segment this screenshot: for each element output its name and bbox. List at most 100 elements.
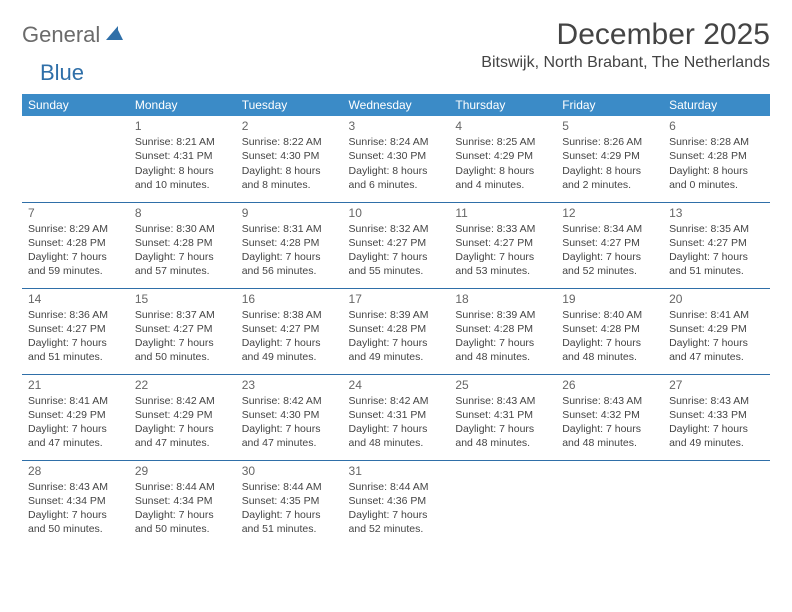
day-number: 3 xyxy=(349,118,444,134)
calendar-cell: 18Sunrise: 8:39 AMSunset: 4:28 PMDayligh… xyxy=(449,288,556,374)
sunrise-line: Sunrise: 8:39 AM xyxy=(455,308,550,322)
daylight-line: Daylight: 7 hours and 51 minutes. xyxy=(669,250,764,278)
col-thursday: Thursday xyxy=(449,94,556,116)
calendar-cell: 16Sunrise: 8:38 AMSunset: 4:27 PMDayligh… xyxy=(236,288,343,374)
day-number: 22 xyxy=(135,377,230,393)
day-number: 8 xyxy=(135,205,230,221)
daylight-line: Daylight: 7 hours and 50 minutes. xyxy=(135,336,230,364)
daylight-line: Daylight: 7 hours and 52 minutes. xyxy=(562,250,657,278)
sunset-line: Sunset: 4:29 PM xyxy=(562,149,657,163)
sunrise-line: Sunrise: 8:33 AM xyxy=(455,222,550,236)
day-number: 25 xyxy=(455,377,550,393)
sunrise-line: Sunrise: 8:42 AM xyxy=(242,394,337,408)
calendar-cell: 9Sunrise: 8:31 AMSunset: 4:28 PMDaylight… xyxy=(236,202,343,288)
sunset-line: Sunset: 4:28 PM xyxy=(669,149,764,163)
calendar-table: Sunday Monday Tuesday Wednesday Thursday… xyxy=(22,94,770,546)
calendar-cell: 25Sunrise: 8:43 AMSunset: 4:31 PMDayligh… xyxy=(449,374,556,460)
calendar-cell: 17Sunrise: 8:39 AMSunset: 4:28 PMDayligh… xyxy=(343,288,450,374)
day-number: 26 xyxy=(562,377,657,393)
calendar-cell xyxy=(22,116,129,202)
day-number: 23 xyxy=(242,377,337,393)
sunrise-line: Sunrise: 8:40 AM xyxy=(562,308,657,322)
day-number: 20 xyxy=(669,291,764,307)
calendar-cell: 30Sunrise: 8:44 AMSunset: 4:35 PMDayligh… xyxy=(236,460,343,546)
sunrise-line: Sunrise: 8:25 AM xyxy=(455,135,550,149)
calendar-cell: 20Sunrise: 8:41 AMSunset: 4:29 PMDayligh… xyxy=(663,288,770,374)
sunrise-line: Sunrise: 8:28 AM xyxy=(669,135,764,149)
daylight-line: Daylight: 7 hours and 49 minutes. xyxy=(242,336,337,364)
calendar-cell: 26Sunrise: 8:43 AMSunset: 4:32 PMDayligh… xyxy=(556,374,663,460)
calendar-header-row: Sunday Monday Tuesday Wednesday Thursday… xyxy=(22,94,770,116)
calendar-cell xyxy=(663,460,770,546)
sunset-line: Sunset: 4:27 PM xyxy=(135,322,230,336)
daylight-line: Daylight: 7 hours and 56 minutes. xyxy=(242,250,337,278)
sunset-line: Sunset: 4:28 PM xyxy=(349,322,444,336)
day-number: 28 xyxy=(28,463,123,479)
sunrise-line: Sunrise: 8:43 AM xyxy=(562,394,657,408)
daylight-line: Daylight: 8 hours and 2 minutes. xyxy=(562,164,657,192)
calendar-cell: 12Sunrise: 8:34 AMSunset: 4:27 PMDayligh… xyxy=(556,202,663,288)
day-number: 24 xyxy=(349,377,444,393)
sunset-line: Sunset: 4:27 PM xyxy=(28,322,123,336)
daylight-line: Daylight: 7 hours and 48 minutes. xyxy=(349,422,444,450)
sunset-line: Sunset: 4:36 PM xyxy=(349,494,444,508)
sunset-line: Sunset: 4:32 PM xyxy=(562,408,657,422)
day-number: 7 xyxy=(28,205,123,221)
sunset-line: Sunset: 4:35 PM xyxy=(242,494,337,508)
day-number: 18 xyxy=(455,291,550,307)
daylight-line: Daylight: 8 hours and 4 minutes. xyxy=(455,164,550,192)
daylight-line: Daylight: 8 hours and 0 minutes. xyxy=(669,164,764,192)
sunrise-line: Sunrise: 8:22 AM xyxy=(242,135,337,149)
sunrise-line: Sunrise: 8:43 AM xyxy=(669,394,764,408)
sunset-line: Sunset: 4:30 PM xyxy=(242,149,337,163)
daylight-line: Daylight: 8 hours and 8 minutes. xyxy=(242,164,337,192)
daylight-line: Daylight: 7 hours and 47 minutes. xyxy=(28,422,123,450)
sunset-line: Sunset: 4:28 PM xyxy=(562,322,657,336)
daylight-line: Daylight: 7 hours and 48 minutes. xyxy=(562,336,657,364)
logo-text-blue: Blue xyxy=(40,60,84,85)
sunset-line: Sunset: 4:34 PM xyxy=(28,494,123,508)
calendar-cell: 29Sunrise: 8:44 AMSunset: 4:34 PMDayligh… xyxy=(129,460,236,546)
day-number: 29 xyxy=(135,463,230,479)
calendar-row: 7Sunrise: 8:29 AMSunset: 4:28 PMDaylight… xyxy=(22,202,770,288)
calendar-cell: 11Sunrise: 8:33 AMSunset: 4:27 PMDayligh… xyxy=(449,202,556,288)
day-number: 2 xyxy=(242,118,337,134)
daylight-line: Daylight: 7 hours and 47 minutes. xyxy=(135,422,230,450)
calendar-row: 28Sunrise: 8:43 AMSunset: 4:34 PMDayligh… xyxy=(22,460,770,546)
calendar-cell: 28Sunrise: 8:43 AMSunset: 4:34 PMDayligh… xyxy=(22,460,129,546)
calendar-cell xyxy=(556,460,663,546)
sunset-line: Sunset: 4:29 PM xyxy=(455,149,550,163)
daylight-line: Daylight: 7 hours and 50 minutes. xyxy=(28,508,123,536)
daylight-line: Daylight: 7 hours and 52 minutes. xyxy=(349,508,444,536)
calendar-cell: 23Sunrise: 8:42 AMSunset: 4:30 PMDayligh… xyxy=(236,374,343,460)
calendar-cell: 14Sunrise: 8:36 AMSunset: 4:27 PMDayligh… xyxy=(22,288,129,374)
daylight-line: Daylight: 7 hours and 48 minutes. xyxy=(455,336,550,364)
day-number: 11 xyxy=(455,205,550,221)
sunrise-line: Sunrise: 8:31 AM xyxy=(242,222,337,236)
day-number: 14 xyxy=(28,291,123,307)
logo: General xyxy=(22,18,126,48)
sunrise-line: Sunrise: 8:43 AM xyxy=(455,394,550,408)
sunrise-line: Sunrise: 8:26 AM xyxy=(562,135,657,149)
daylight-line: Daylight: 7 hours and 49 minutes. xyxy=(349,336,444,364)
calendar-cell: 21Sunrise: 8:41 AMSunset: 4:29 PMDayligh… xyxy=(22,374,129,460)
sunrise-line: Sunrise: 8:29 AM xyxy=(28,222,123,236)
daylight-line: Daylight: 7 hours and 57 minutes. xyxy=(135,250,230,278)
logo-text-general: General xyxy=(22,22,100,48)
sunset-line: Sunset: 4:28 PM xyxy=(242,236,337,250)
sunset-line: Sunset: 4:34 PM xyxy=(135,494,230,508)
calendar-body: 1Sunrise: 8:21 AMSunset: 4:31 PMDaylight… xyxy=(22,116,770,546)
sunset-line: Sunset: 4:29 PM xyxy=(135,408,230,422)
calendar-cell xyxy=(449,460,556,546)
daylight-line: Daylight: 7 hours and 47 minutes. xyxy=(669,336,764,364)
day-number: 19 xyxy=(562,291,657,307)
col-monday: Monday xyxy=(129,94,236,116)
day-number: 31 xyxy=(349,463,444,479)
day-number: 12 xyxy=(562,205,657,221)
calendar-row: 14Sunrise: 8:36 AMSunset: 4:27 PMDayligh… xyxy=(22,288,770,374)
sunset-line: Sunset: 4:28 PM xyxy=(455,322,550,336)
sunset-line: Sunset: 4:28 PM xyxy=(135,236,230,250)
day-number: 30 xyxy=(242,463,337,479)
calendar-cell: 4Sunrise: 8:25 AMSunset: 4:29 PMDaylight… xyxy=(449,116,556,202)
day-number: 27 xyxy=(669,377,764,393)
